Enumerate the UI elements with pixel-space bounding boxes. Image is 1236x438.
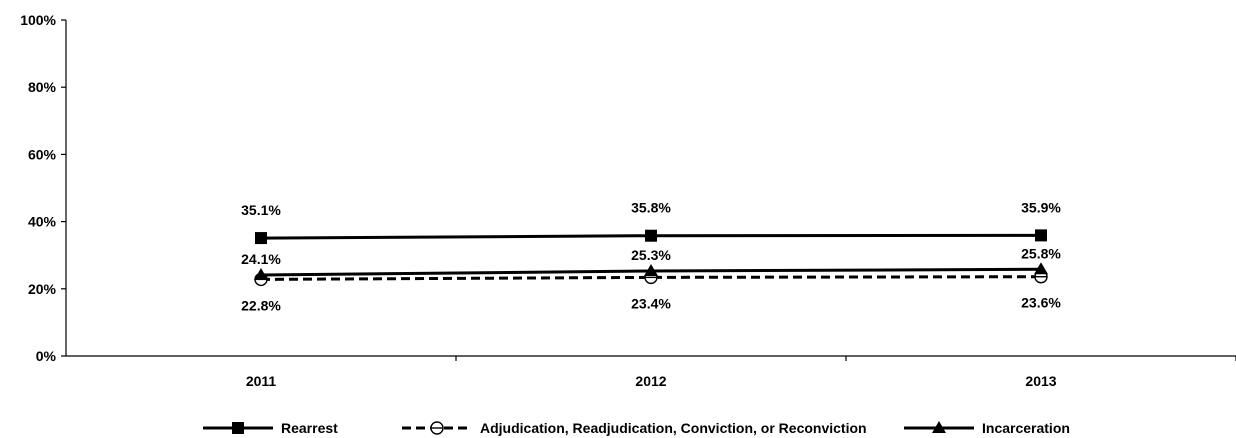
data-label-0-0: 35.1% xyxy=(241,202,281,218)
legend: Rearrest Adjudication, Readjudication, Co… xyxy=(203,420,1070,436)
legend-swatch-marker xyxy=(430,421,444,435)
data-label-0-2: 35.9% xyxy=(1021,199,1061,215)
data-point-2-1 xyxy=(644,263,658,276)
x-tick-label: 2012 xyxy=(635,373,666,389)
legend-item-1: Adjudication, Readjudication, Conviction… xyxy=(402,420,867,436)
axes xyxy=(65,20,1236,357)
data-point-0-0 xyxy=(255,232,267,245)
y-tick-label: 80% xyxy=(28,79,57,95)
y-tick-label: 60% xyxy=(28,146,57,162)
legend-item-2: Incarceration xyxy=(904,420,1070,436)
x-ticks: 2011 2012 2013 xyxy=(246,356,1236,389)
data-point-2-0 xyxy=(254,268,268,281)
y-tick-label: 0% xyxy=(36,348,57,364)
data-label-1-2: 23.6% xyxy=(1021,295,1061,311)
x-tick-label: 2013 xyxy=(1025,373,1056,389)
legend-label: Incarceration xyxy=(982,420,1070,436)
data-labels: 35.1% 35.8% 35.9% 22.8% 23.4% 23.6% 24.1% 25.3%… xyxy=(241,199,1061,313)
data-label-1-0: 22.8% xyxy=(241,297,281,313)
legend-item-0: Rearrest xyxy=(203,420,338,436)
series-markers xyxy=(254,229,1048,287)
data-label-1-1: 23.4% xyxy=(631,295,671,311)
y-tick-label: 20% xyxy=(28,281,57,297)
series-line-1 xyxy=(260,275,1042,281)
legend-label: Rearrest xyxy=(281,420,338,436)
x-tick-label: 2011 xyxy=(246,373,277,389)
data-point-0-1 xyxy=(645,229,657,242)
data-label-2-0: 24.1% xyxy=(241,251,281,267)
y-tick-label: 100% xyxy=(20,12,56,28)
data-point-2-2 xyxy=(1034,262,1048,275)
data-label-2-2: 25.8% xyxy=(1021,245,1061,261)
legend-label: Adjudication, Readjudication, Conviction… xyxy=(480,420,867,436)
y-tick-label: 40% xyxy=(28,214,57,230)
y-ticks: 0% 20% 40% 60% 80% 100% xyxy=(20,12,66,364)
legend-swatch-marker xyxy=(932,421,946,433)
data-label-2-1: 25.3% xyxy=(631,247,671,263)
data-point-0-2 xyxy=(1035,229,1047,242)
data-label-0-1: 35.8% xyxy=(631,200,671,216)
legend-swatch-marker xyxy=(232,422,244,434)
